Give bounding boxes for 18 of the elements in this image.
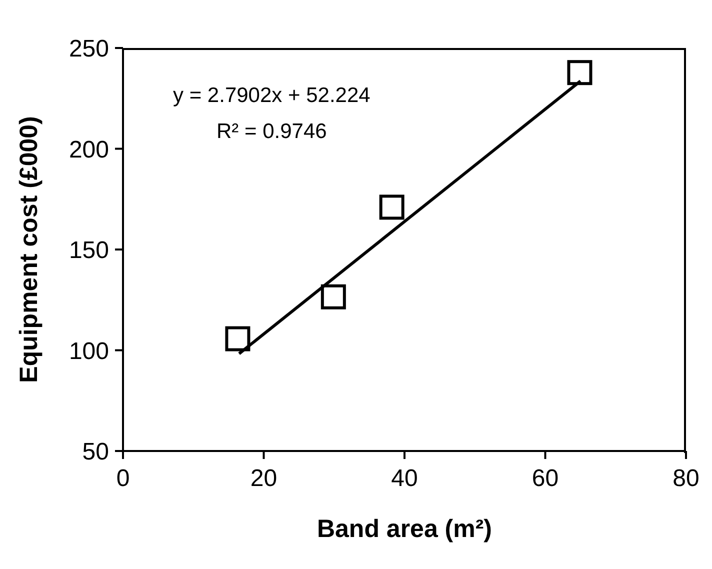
x-tick-label: 20 (250, 465, 278, 492)
point (567, 60, 592, 86)
x-axis-title: Band area (m²) (316, 515, 492, 543)
x-tick-label: 80 (672, 465, 700, 492)
annotation: R² = 0.9746 (216, 119, 328, 145)
x-tick-label: 0 (116, 465, 130, 492)
y-tick-label: 100 (68, 338, 109, 365)
annotation: y = 2.7902x + 52.224 (173, 83, 370, 109)
y-tick-label: 150 (68, 237, 109, 264)
x-tick-label: 40 (391, 465, 418, 492)
point (225, 326, 250, 352)
y-tick-label: 250 (68, 36, 109, 63)
x-tick-label: 60 (532, 465, 559, 492)
y-tick-label: 50 (82, 438, 109, 466)
point (379, 194, 404, 220)
y-axis-title: Equipment cost (£000) (14, 116, 43, 383)
y-tick-label: 200 (68, 136, 109, 164)
point (320, 284, 346, 310)
